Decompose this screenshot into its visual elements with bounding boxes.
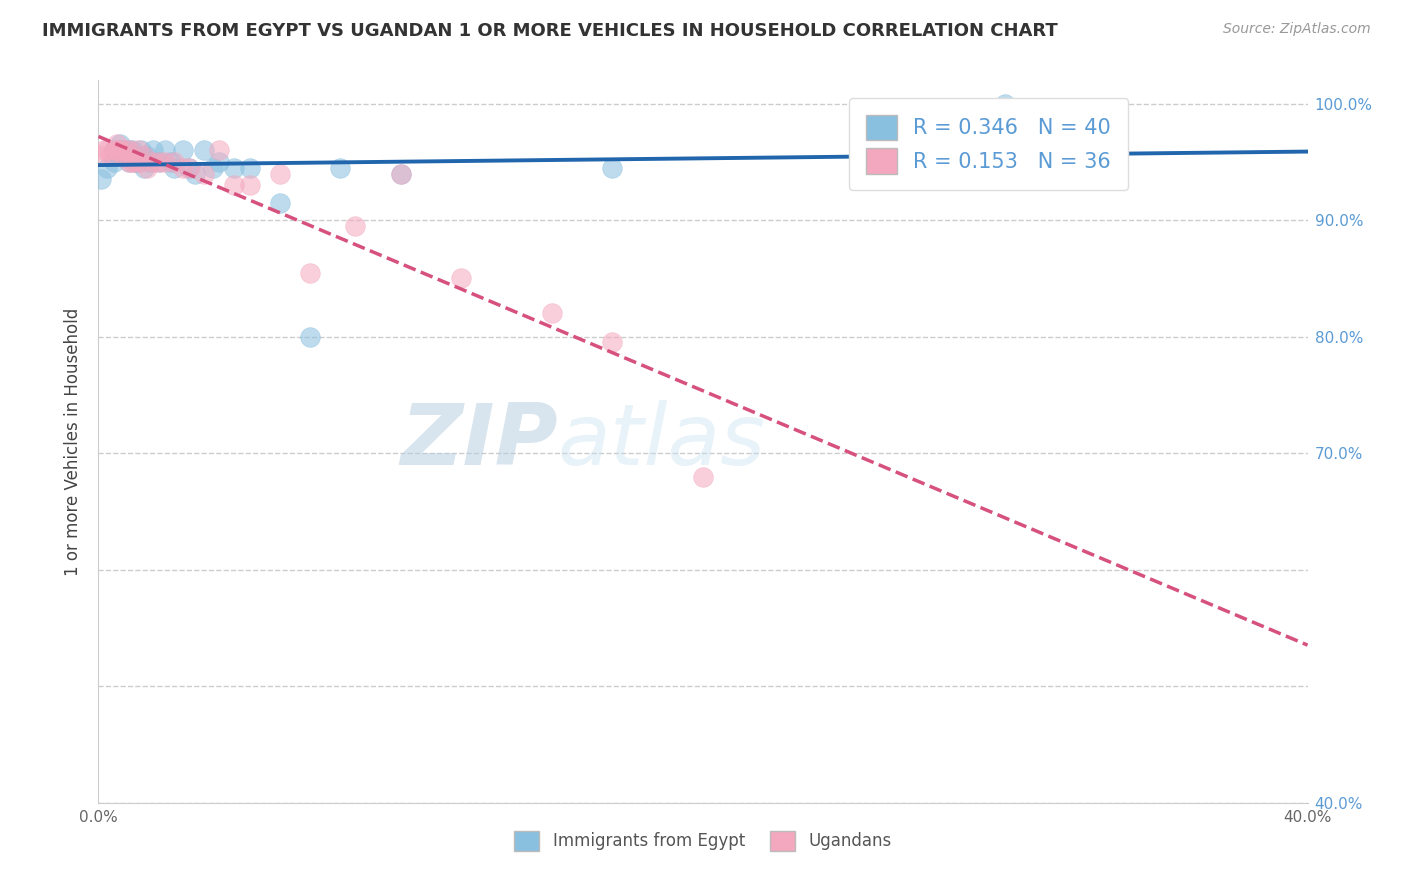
Point xyxy=(172,143,194,157)
Point xyxy=(153,143,176,157)
Point xyxy=(118,143,141,157)
Point xyxy=(132,161,155,175)
Point xyxy=(224,161,246,175)
Point xyxy=(299,266,322,280)
Point xyxy=(132,149,155,163)
Point xyxy=(160,154,183,169)
Point xyxy=(450,271,472,285)
Point xyxy=(108,143,131,157)
Point xyxy=(389,167,412,181)
Point xyxy=(124,154,146,169)
Point xyxy=(121,143,143,157)
Point xyxy=(139,154,162,169)
Point xyxy=(127,154,149,169)
Point xyxy=(148,154,170,169)
Point xyxy=(105,137,128,152)
Point xyxy=(994,96,1017,111)
Point xyxy=(344,219,367,233)
Point xyxy=(135,149,157,163)
Point xyxy=(124,154,146,169)
Point xyxy=(208,154,231,169)
Point xyxy=(96,143,118,157)
Point xyxy=(163,161,186,175)
Point xyxy=(239,178,262,193)
Point xyxy=(118,154,141,169)
Point xyxy=(103,143,125,157)
Point xyxy=(224,178,246,193)
Point xyxy=(202,161,225,175)
Point xyxy=(163,154,186,169)
Point xyxy=(129,154,152,169)
Point xyxy=(100,149,122,163)
Point xyxy=(108,137,131,152)
Point xyxy=(329,161,352,175)
Point xyxy=(90,149,112,163)
Point xyxy=(299,329,322,343)
Point xyxy=(239,161,262,175)
Point xyxy=(129,143,152,157)
Point xyxy=(389,167,412,181)
Point xyxy=(184,167,207,181)
Point xyxy=(148,154,170,169)
Point xyxy=(93,143,115,157)
Y-axis label: 1 or more Vehicles in Household: 1 or more Vehicles in Household xyxy=(65,308,83,575)
Point xyxy=(127,143,149,157)
Point xyxy=(142,154,165,169)
Point xyxy=(602,161,624,175)
Point xyxy=(172,161,194,175)
Point xyxy=(208,143,231,157)
Point xyxy=(111,149,134,163)
Point xyxy=(132,149,155,163)
Point xyxy=(105,143,128,157)
Point xyxy=(124,149,146,163)
Point xyxy=(540,306,562,320)
Point xyxy=(96,161,118,175)
Point xyxy=(193,167,215,181)
Point xyxy=(269,195,291,210)
Point xyxy=(121,154,143,169)
Point xyxy=(153,154,176,169)
Point xyxy=(90,172,112,186)
Point xyxy=(118,143,141,157)
Point xyxy=(114,143,136,157)
Point xyxy=(142,143,165,157)
Point xyxy=(111,149,134,163)
Text: IMMIGRANTS FROM EGYPT VS UGANDAN 1 OR MORE VEHICLES IN HOUSEHOLD CORRELATION CHA: IMMIGRANTS FROM EGYPT VS UGANDAN 1 OR MO… xyxy=(42,22,1057,40)
Point xyxy=(111,143,134,157)
Text: atlas: atlas xyxy=(558,400,766,483)
Point xyxy=(193,143,215,157)
Point xyxy=(179,161,201,175)
Point xyxy=(103,143,125,157)
Text: ZIP: ZIP xyxy=(401,400,558,483)
Text: Source: ZipAtlas.com: Source: ZipAtlas.com xyxy=(1223,22,1371,37)
Legend: Immigrants from Egypt, Ugandans: Immigrants from Egypt, Ugandans xyxy=(506,822,900,860)
Point xyxy=(105,149,128,163)
Point xyxy=(135,161,157,175)
Point xyxy=(103,154,125,169)
Point xyxy=(118,154,141,169)
Point xyxy=(179,161,201,175)
Point xyxy=(114,149,136,163)
Point xyxy=(269,167,291,181)
Point xyxy=(692,469,714,483)
Point xyxy=(602,335,624,350)
Point xyxy=(108,143,131,157)
